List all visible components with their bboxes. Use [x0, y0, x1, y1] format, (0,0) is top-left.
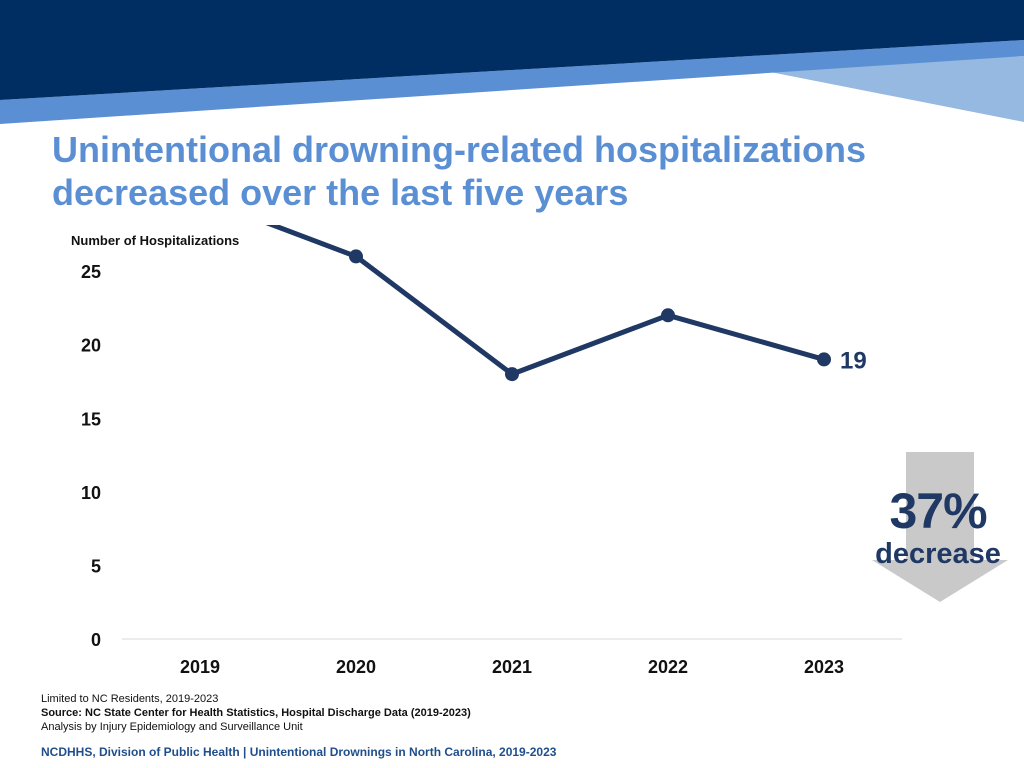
notes-scope: Limited to NC Residents, 2019-2023 [41, 693, 219, 705]
y-tick-label: 0 [91, 630, 101, 650]
data-point-2022 [661, 308, 675, 323]
x-tick-label: 2019 [180, 657, 220, 677]
data-label-2023: 19 [840, 347, 867, 374]
header-banner [0, 0, 1024, 124]
page-title: Unintentional drowning-related hospitali… [52, 128, 1012, 214]
chart-notes: Limited to NC Residents, 2019-2023 Sourc… [41, 692, 471, 734]
data-labels: 3019 [840, 347, 867, 374]
data-point-2023 [817, 352, 831, 367]
decrease-percent: 37% [889, 483, 987, 539]
data-point-2020 [349, 249, 363, 264]
decrease-arrow-icon [872, 452, 1008, 602]
notes-analysis: Analysis by Injury Epidemiology and Surv… [41, 721, 303, 733]
decrease-label: decrease [875, 538, 1001, 570]
page-title-line-2: decreased over the last five years [52, 172, 629, 213]
notes-source: Source: NC State Center for Health Stati… [41, 707, 471, 719]
y-tick-label: 5 [91, 556, 101, 576]
footer: NCDHHS, Division of Public Health | Unin… [41, 745, 557, 759]
y-tick-labels: 05101520253035 [81, 262, 101, 650]
y-axis-label: Number of Hospitalizations [71, 233, 239, 248]
y-tick-label: 20 [81, 336, 101, 356]
x-tick-labels: 2019 2020 2021 2022 2023 [180, 657, 844, 677]
y-tick-label: 10 [81, 483, 101, 503]
y-tick-label: 25 [81, 262, 101, 282]
x-tick-label: 2022 [648, 657, 688, 677]
decrease-callout: 37% decrease [860, 484, 1016, 570]
x-tick-label: 2021 [492, 657, 532, 677]
banner-mid-band [0, 40, 1024, 124]
line-chart: Number of Hospitalizations 0510152025303… [71, 225, 1008, 677]
y-tick-label: 15 [81, 409, 101, 429]
x-tick-label: 2023 [804, 657, 844, 677]
x-tick-label: 2020 [336, 657, 376, 677]
banner-light-band [760, 56, 1024, 122]
banner-dark-band [0, 0, 1024, 100]
data-point-2021 [505, 367, 519, 382]
series-points [349, 249, 831, 382]
page-title-line-1: Unintentional drowning-related hospitali… [52, 129, 867, 170]
series-line-hospitalizations [265, 225, 827, 377]
